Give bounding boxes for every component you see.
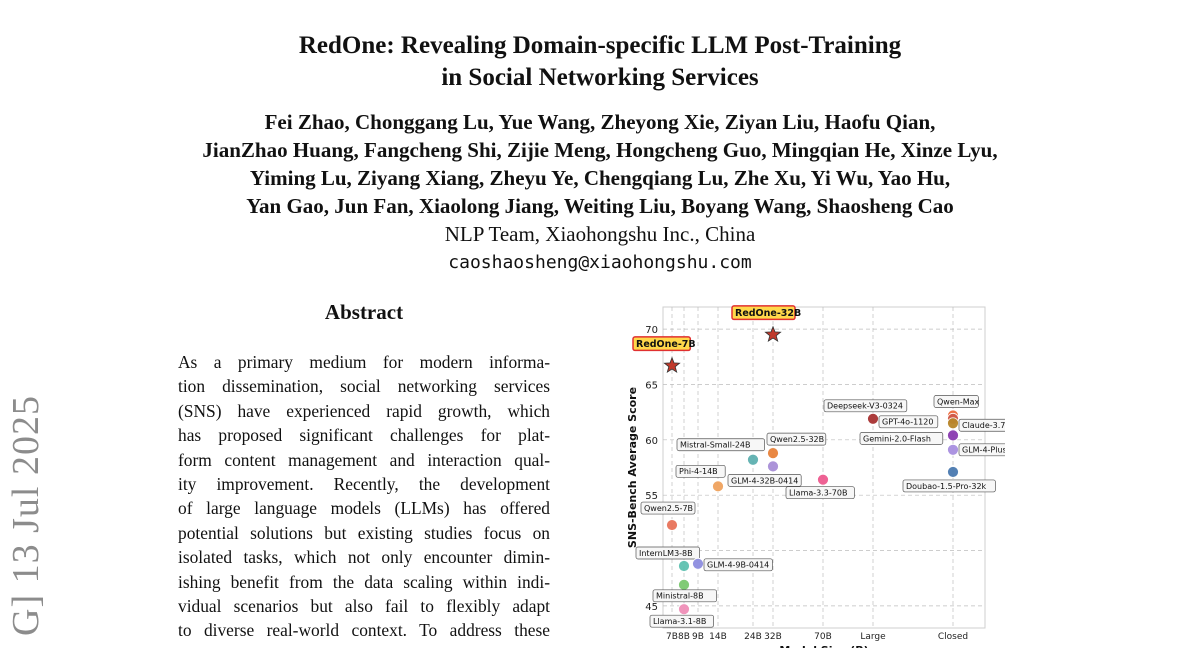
point-label-box <box>766 432 827 446</box>
point-star <box>663 356 681 373</box>
point-label: InternLM3-8B <box>639 549 693 558</box>
abstract-line: potential solutions but existing studies… <box>178 522 550 543</box>
point-label: Llama-3.3-70B <box>789 489 847 498</box>
point-marker <box>947 429 959 442</box>
point-label: GLM-4-Plus <box>962 446 1005 455</box>
y-tick-label: 60 <box>645 436 658 447</box>
figure-scatter-chart: 4550556065707B8B9B14B24B32B70BLargeClose… <box>620 305 1005 648</box>
point-label-box <box>731 305 796 321</box>
abstract-line: ity improvement. Recently, the developme… <box>178 473 550 494</box>
arxiv-stamp: G] 13 Jul 2025 <box>0 395 78 648</box>
point-label-box <box>652 589 717 603</box>
y-tick-label: 70 <box>645 325 658 336</box>
point-marker <box>947 466 959 478</box>
point-star <box>764 325 782 342</box>
point-label-box <box>640 501 696 515</box>
point-label-box <box>649 614 714 628</box>
authors-line-3: Yiming Lu, Ziyang Xiang, Zheyu Ye, Cheng… <box>249 166 951 190</box>
x-axis-label: Model Size (B) <box>779 644 868 648</box>
point-label-box <box>933 395 979 408</box>
abstract-heading: Abstract <box>324 300 404 324</box>
y-tick-label: 65 <box>645 380 658 391</box>
abstract-line: vidual scenarios but also fail to flexib… <box>178 595 550 616</box>
point-marker <box>747 453 759 466</box>
point-marker <box>692 557 704 570</box>
x-tick-label: 14B <box>709 632 727 642</box>
x-tick-label: Large <box>860 632 886 642</box>
point-label-box <box>632 336 692 352</box>
x-tick-label: 7B <box>666 632 678 642</box>
abstract-line: tion dissemination, social networking se… <box>178 376 550 397</box>
point-label-box <box>785 486 855 500</box>
point-label: RedOne-7B <box>636 339 696 350</box>
abstract-line: has proposed significant challenges for … <box>178 425 550 446</box>
point-label-box <box>676 438 765 452</box>
point-label-box <box>958 418 1005 432</box>
abstract-line: ishing benefit from the data scaling wit… <box>178 571 550 592</box>
point-marker <box>678 578 690 591</box>
point-marker <box>817 473 829 486</box>
point-marker <box>678 560 690 572</box>
point-label: Claude-3.7-Sonnet <box>962 421 1005 430</box>
x-tick-label: 8B <box>678 632 690 642</box>
point-label-box <box>635 546 700 560</box>
point-label: Deepseek-V3-0324 <box>827 402 903 411</box>
paper-title-line-1: RedOne: Revealing Domain-specific LLM Po… <box>298 32 902 59</box>
point-marker <box>767 460 779 473</box>
y-tick-label: 55 <box>645 491 658 502</box>
y-axis-label: SNS-Bench Average Score <box>626 387 639 548</box>
x-tick-label: Closed <box>938 632 968 642</box>
point-label: GLM-4-9B-0414 <box>707 561 769 570</box>
point-label: Mistral-Small-24B <box>680 441 751 450</box>
point-label: Qwen2.5-32B <box>770 435 824 444</box>
point-label-box <box>878 415 939 429</box>
point-marker <box>678 603 690 616</box>
x-tick-label: 32B <box>764 632 782 642</box>
point-label: Phi-4-14B <box>679 467 718 476</box>
point-label-box <box>823 399 908 413</box>
point-label: GPT-4o-1120 <box>882 418 933 427</box>
point-label: Qwen-Max <box>937 397 980 406</box>
abstract-line: As a primary medium for modern informa- <box>178 352 550 372</box>
authors-line-2: JianZhao Huang, Fangcheng Shi, Zijie Men… <box>202 138 998 162</box>
abstract-line: to diverse real-world context. To addres… <box>178 620 550 641</box>
point-label: Ministral-8B <box>656 592 704 601</box>
abstract-line: of large language models (LLMs) has offe… <box>178 498 550 519</box>
point-label-box <box>675 464 726 478</box>
abstract-line: isolated tasks, which not only encounter… <box>178 547 550 568</box>
point-label-box <box>859 432 944 445</box>
point-label-box <box>703 558 773 572</box>
x-tick-label: 70B <box>814 632 832 642</box>
abstract-line: (SNS) have experienced rapid growth, whi… <box>178 400 550 421</box>
point-label: Qwen2.5-7B <box>644 504 693 513</box>
point-marker <box>767 447 779 460</box>
point-label: Llama-3.1-8B <box>653 617 706 626</box>
point-marker <box>867 412 879 425</box>
y-tick-label: 45 <box>645 602 658 613</box>
affiliation: NLP Team, Xiaohongshu Inc., China <box>444 222 756 246</box>
point-marker <box>947 417 959 430</box>
x-tick-label: 24B <box>744 632 762 642</box>
point-label-box <box>727 474 802 487</box>
abstract-body: As a primary medium for modern informa-t… <box>178 350 550 643</box>
point-marker <box>947 443 959 456</box>
x-tick-label: 9B <box>692 632 704 642</box>
point-label-box <box>902 479 996 493</box>
chart-svg: 4550556065707B8B9B14B24B32B70BLargeClose… <box>626 305 1005 648</box>
point-label: RedOne-32B <box>735 308 801 319</box>
arxiv-stamp-text: G] 13 Jul 2025 <box>5 395 47 636</box>
point-marker <box>712 480 724 493</box>
point-marker <box>666 519 678 531</box>
abstract-line: form content management and interaction … <box>178 449 550 470</box>
authors-line-4: Yan Gao, Jun Fan, Xiaolong Jiang, Weitin… <box>246 194 954 218</box>
point-label: Doubao-1.5-Pro-32k <box>906 482 987 491</box>
point-label: Gemini-2.0-Flash <box>863 434 931 443</box>
contact-email: caoshaosheng@xiaohongshu.com <box>448 252 752 273</box>
paper-title-line-2: in Social Networking Services <box>441 64 759 91</box>
point-label-box <box>958 443 1005 457</box>
point-label: GLM-4-32B-0414 <box>731 476 798 485</box>
authors-line-1: Fei Zhao, Chonggang Lu, Yue Wang, Zheyon… <box>264 110 936 134</box>
